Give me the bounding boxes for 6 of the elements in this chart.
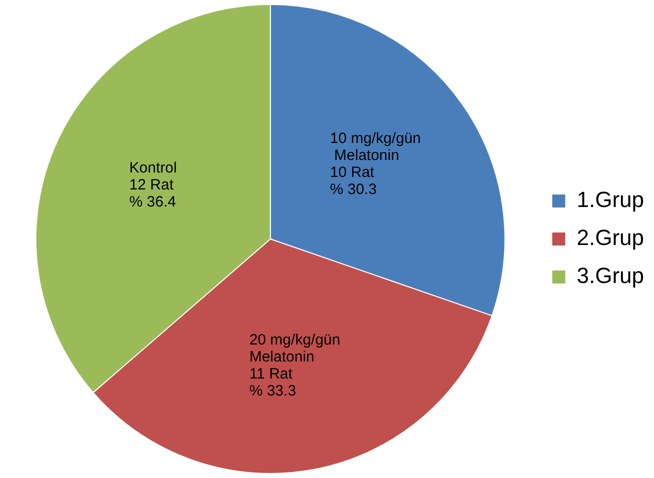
legend-label: 2.Grup [576, 225, 644, 250]
data-label: 20 mg/kg/gün Melatonin 11 Rat % 33.3 [249, 331, 340, 400]
data-label: 10 mg/kg/gün Melatonin 10 Rat % 30.3 [330, 130, 421, 198]
data-label: Kontrol 12 Rat % 36.4 [129, 160, 177, 211]
legend-label: 3.Grup [576, 263, 644, 288]
legend-label: 1.Grup [576, 187, 644, 212]
